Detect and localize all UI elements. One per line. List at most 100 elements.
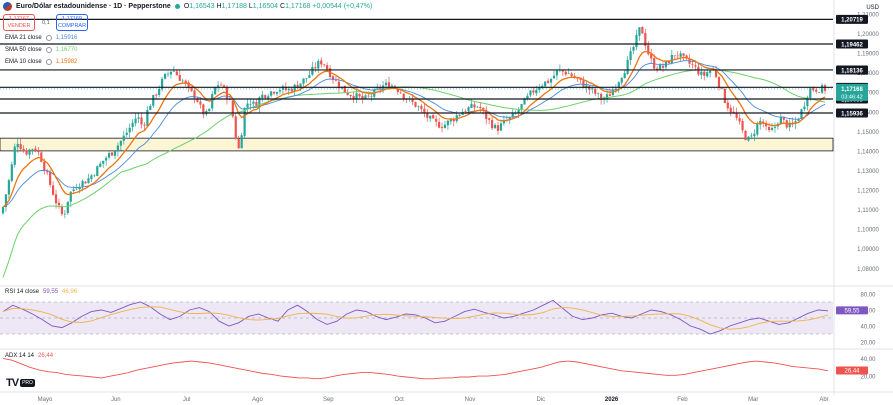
time-tick-label: Dic: [536, 397, 545, 403]
candle-body: [502, 120, 505, 124]
candle-body: [193, 90, 196, 98]
candle-body: [779, 117, 782, 125]
candle-body: [620, 77, 623, 83]
ema21-visibility-icon[interactable]: [45, 35, 52, 41]
candle-body: [449, 119, 452, 122]
ema10-legend[interactable]: EMA 10 close 1,15982: [5, 59, 77, 65]
candle-body: [275, 91, 279, 94]
candle-body: [815, 89, 818, 92]
candle-body: [57, 202, 61, 206]
candle-body: [43, 162, 46, 172]
rsi-tick-label: 80,00: [860, 293, 876, 299]
candle-body: [387, 82, 391, 89]
candle-body: [470, 103, 473, 108]
rsi-legend[interactable]: RSI 14 close 59,55 46,96: [5, 289, 77, 295]
candle-body: [706, 72, 709, 77]
candle-body: [717, 77, 721, 88]
candle-body: [125, 132, 128, 135]
candle-body: [122, 135, 125, 141]
candle-body: [143, 124, 146, 126]
candle-body: [467, 107, 470, 112]
adx-legend[interactable]: ADX 14 14 26,44: [5, 353, 53, 359]
sma50-legend[interactable]: SMA 50 close 1,16770: [5, 47, 77, 53]
candle-body: [7, 180, 10, 195]
candle-body: [66, 201, 69, 214]
sell-button[interactable]: 1,17167 VENDER: [3, 14, 35, 31]
candle-body: [37, 151, 40, 153]
candle-body: [337, 81, 340, 88]
candle-body: [446, 120, 450, 126]
candle-body: [84, 181, 87, 184]
sma50-line: [2, 69, 826, 278]
candle-body: [152, 94, 155, 106]
candle-body: [199, 101, 202, 105]
candle-body: [535, 89, 538, 94]
candle-body: [800, 109, 803, 119]
candle-body: [520, 104, 523, 110]
buy-label: COMPRAR: [57, 23, 87, 29]
buy-button[interactable]: 1,17169 COMPRAR: [56, 14, 88, 31]
open-label: O: [183, 3, 190, 10]
candle-body: [723, 88, 726, 103]
adx-label: ADX 14 14: [5, 353, 35, 359]
rsi-tick-label: 20,00: [860, 341, 876, 347]
candle-body: [579, 78, 582, 80]
candle-body: [555, 70, 559, 76]
candle-body: [594, 88, 597, 94]
candle-body: [4, 194, 8, 208]
candle-body: [597, 93, 600, 94]
candle-body: [90, 175, 93, 180]
candle-body: [473, 104, 476, 108]
candle-body: [16, 143, 19, 148]
candle-body: [617, 82, 620, 88]
candle-body: [196, 98, 199, 102]
candle-body: [750, 135, 753, 137]
ema21-legend[interactable]: EMA 21 close 1,15916: [5, 35, 77, 41]
candle-body: [72, 189, 75, 192]
candle-body: [770, 128, 774, 130]
candle-body: [823, 85, 827, 91]
candle-body: [762, 121, 765, 124]
candle-body: [107, 153, 111, 158]
candle-body: [511, 113, 514, 118]
candle-body: [343, 85, 346, 93]
candle-body: [532, 90, 535, 93]
candle-body: [214, 87, 217, 95]
candle-body: [452, 119, 455, 122]
candle-body: [231, 100, 234, 117]
ema10-label: EMA 10 close: [5, 59, 42, 65]
candle-body: [75, 188, 78, 190]
candle-body: [729, 107, 732, 113]
candle-body: [208, 108, 211, 111]
candle-body: [246, 103, 249, 108]
candle-body: [658, 65, 662, 70]
spread-value: 0,1: [42, 20, 50, 26]
candle-body: [323, 64, 326, 65]
candle-body: [526, 95, 529, 100]
candle-body: [296, 84, 299, 89]
sma50-visibility-icon[interactable]: [45, 47, 52, 53]
candle-body: [258, 97, 261, 108]
candle-body: [443, 124, 447, 129]
candle-body: [767, 126, 771, 131]
candle-body: [169, 71, 173, 75]
candle-body: [384, 82, 388, 86]
rsi-tick-label: 40,00: [860, 325, 876, 331]
adx-line: [2, 357, 829, 380]
candle-body: [567, 73, 570, 75]
time-tick-label: Sep: [323, 397, 334, 403]
ema10-visibility-icon[interactable]: [45, 59, 52, 65]
candle-body: [414, 101, 417, 107]
candle-body: [69, 191, 72, 202]
high-value: 1,17188: [221, 3, 247, 10]
candle-body: [219, 84, 223, 86]
candle-body: [302, 78, 305, 84]
symbol-title[interactable]: Euro/Dólar estadounidense · 1D · Peppers…: [16, 3, 171, 10]
candle-body: [632, 46, 635, 51]
candle-body: [1, 207, 5, 214]
level-price-label: 1,15936: [841, 111, 863, 117]
candle-body: [93, 175, 96, 177]
candle-body: [13, 146, 16, 165]
candle-body: [331, 76, 335, 81]
